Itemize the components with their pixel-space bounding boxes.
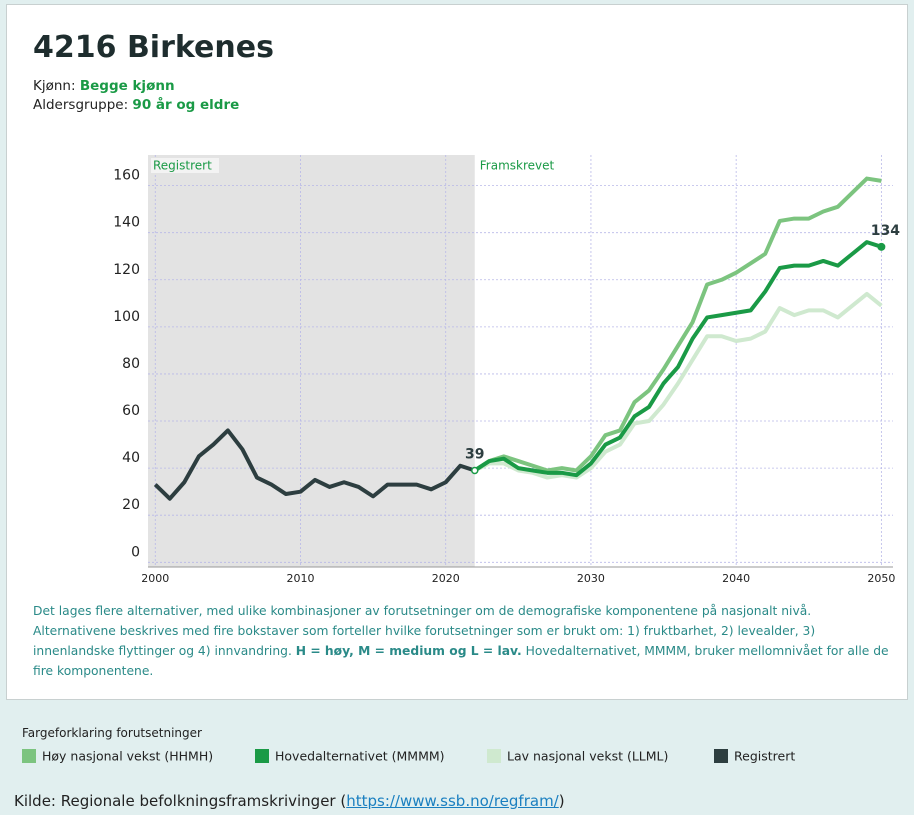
label: Aldersgruppe: xyxy=(33,97,129,113)
series-line xyxy=(473,176,882,473)
legend-label: Registrert xyxy=(734,749,795,764)
region-label: Registrert xyxy=(153,159,212,173)
y-tick-label: 120 xyxy=(113,262,140,278)
end-point xyxy=(471,466,479,475)
y-tick-label: 80 xyxy=(122,356,140,372)
title: 4216 Birkenes xyxy=(33,30,274,65)
region-label-bg xyxy=(477,158,560,173)
y-tick-label: 100 xyxy=(113,309,140,325)
note-text: Det lages flere alternativer, med ulike … xyxy=(33,604,816,658)
end-point xyxy=(877,242,886,251)
data-label: 39 xyxy=(465,446,484,462)
label: Kjønn: xyxy=(33,78,76,94)
legend-swatch xyxy=(255,749,269,763)
x-tick-label: 2040 xyxy=(722,572,750,585)
age-row: Aldersgruppe: 90 år og eldre xyxy=(33,97,239,113)
legend-label: Hovedalternativet (MMMM) xyxy=(275,749,445,764)
note-bold: H = høy, M = medium og L = lav. xyxy=(295,644,522,658)
data-label: 134 xyxy=(871,223,900,239)
legend-title: Fargeforklaring forutsetninger xyxy=(22,726,202,740)
x-tick-label: 2020 xyxy=(432,572,460,585)
y-tick-label: 160 xyxy=(113,168,140,184)
region-label: Framskrevet xyxy=(480,159,555,173)
value: 90 år og eldre xyxy=(132,97,240,113)
source-suffix: ) xyxy=(558,792,565,810)
y-tick-label: 60 xyxy=(122,403,140,419)
source-link[interactable]: https://www.ssb.no/regfram/ xyxy=(346,792,559,810)
legend-swatch xyxy=(714,749,728,763)
gender-row: Kjønn: Begge kjønn xyxy=(33,78,175,94)
x-tick-label: 2000 xyxy=(141,572,169,585)
region-label-bg xyxy=(151,158,219,173)
note: Det lages flere alternativer, med ulike … xyxy=(33,601,893,681)
series-line xyxy=(153,428,476,501)
registered-region xyxy=(148,155,475,567)
series-line xyxy=(473,240,882,478)
x-tick-label: 2010 xyxy=(286,572,314,585)
legend-label: Høy nasjonal vekst (HHMH) xyxy=(42,749,213,764)
series-line xyxy=(473,291,883,480)
y-tick-label: 0 xyxy=(131,544,140,560)
source: Kilde: Regionale befolkningsframskriving… xyxy=(14,792,565,810)
y-tick-label: 40 xyxy=(122,450,140,466)
x-tick-label: 2030 xyxy=(577,572,605,585)
x-tick-label: 2050 xyxy=(867,572,895,585)
legend-swatch xyxy=(487,749,501,763)
y-tick-label: 20 xyxy=(122,497,140,513)
y-tick-label: 140 xyxy=(113,215,140,231)
note-text: Hovedalternativet, MMMM, bruker mellomni… xyxy=(33,644,889,678)
legend-swatch xyxy=(22,749,36,763)
legend-label: Lav nasjonal vekst (LLML) xyxy=(507,749,668,764)
value: Begge kjønn xyxy=(79,78,175,94)
source-prefix: Kilde: Regionale befolkningsframskriving… xyxy=(14,792,347,810)
